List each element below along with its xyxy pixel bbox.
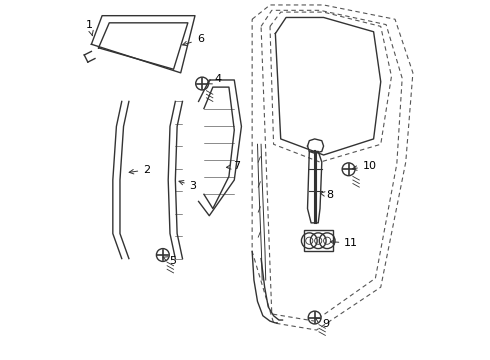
Text: 1: 1 — [86, 20, 93, 36]
Text: 11: 11 — [330, 238, 358, 248]
Text: 6: 6 — [183, 35, 204, 46]
Text: 9: 9 — [316, 318, 329, 329]
Text: 2: 2 — [129, 165, 150, 175]
Text: 10: 10 — [352, 161, 377, 171]
Text: 7: 7 — [226, 161, 241, 171]
Text: 3: 3 — [179, 180, 196, 191]
Text: 4: 4 — [207, 74, 222, 84]
Text: 8: 8 — [320, 190, 334, 200]
Text: 5: 5 — [163, 256, 176, 266]
